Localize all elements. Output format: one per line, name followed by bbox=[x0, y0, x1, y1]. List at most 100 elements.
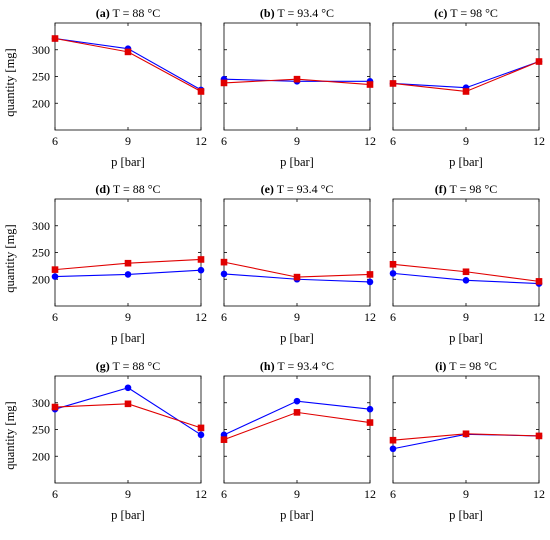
panel-title-text: T = 93.4 °C bbox=[274, 182, 333, 196]
data-point-square bbox=[220, 79, 228, 87]
x-axis-label: p [bar] bbox=[280, 331, 314, 345]
plot-frame bbox=[54, 198, 202, 307]
panel-title-text: T = 98 °C bbox=[447, 182, 497, 196]
data-point-square bbox=[366, 81, 374, 88]
chart-panel-5: (e) T = 93.4 °C 6 9 12 p [bar] bbox=[220, 182, 376, 345]
data-point-circle bbox=[51, 273, 59, 280]
panel-letter: (d) bbox=[95, 182, 110, 196]
panel-letter: (b) bbox=[260, 6, 275, 20]
chart-panel-7: (g) T = 88 °C 6 9 12 200 250 300 p [bar] quantit… bbox=[3, 359, 207, 522]
data-point-circle bbox=[220, 270, 228, 278]
panel-title: (b) T = 93.4 °C bbox=[260, 6, 334, 20]
x-tick-label: 9 bbox=[125, 310, 131, 324]
panel-title-text: T = 93.4 °C bbox=[275, 359, 334, 373]
panel-title-text: T = 98 °C bbox=[446, 359, 496, 373]
data-point-circle bbox=[124, 271, 132, 278]
data-point-square bbox=[462, 268, 470, 276]
y-tick-label: 200 bbox=[32, 272, 50, 286]
data-point-circle bbox=[293, 397, 301, 405]
data-point-circle bbox=[197, 431, 205, 439]
x-tick-label: 9 bbox=[294, 487, 300, 501]
data-point-square bbox=[366, 271, 374, 278]
data-point-square bbox=[197, 88, 205, 95]
panel-title: (d) T = 88 °C bbox=[95, 182, 160, 196]
x-tick-label: 12 bbox=[364, 310, 376, 324]
plot-frame bbox=[223, 375, 371, 484]
x-tick-label: 6 bbox=[221, 487, 227, 501]
x-tick-label: 6 bbox=[52, 487, 58, 501]
panel-title: (f) T = 98 °C bbox=[435, 182, 497, 196]
plot-frame bbox=[392, 198, 540, 307]
y-axis-label: quantity [mg] bbox=[3, 401, 17, 469]
y-axis-label: quantity [mg] bbox=[3, 48, 17, 116]
data-point-circle bbox=[389, 270, 397, 277]
y-tick-label: 300 bbox=[32, 219, 50, 233]
panel-title: (e) T = 93.4 °C bbox=[261, 182, 334, 196]
data-point-square bbox=[197, 424, 205, 432]
series-line-blue bbox=[54, 387, 202, 436]
data-point-circle bbox=[197, 266, 205, 274]
chart-panel-9: (i) T = 98 °C 6 9 12 p [bar] bbox=[389, 359, 545, 522]
x-tick-label: 6 bbox=[221, 134, 227, 148]
x-tick-label: 12 bbox=[195, 310, 207, 324]
x-axis-label: p [bar] bbox=[111, 508, 145, 522]
plot-frame bbox=[54, 22, 202, 131]
series-line-blue bbox=[223, 400, 371, 436]
data-point-square bbox=[389, 260, 397, 268]
chart-panel-3: (c) T = 98 °C 6 9 12 p [bar] bbox=[389, 6, 545, 169]
data-point-square bbox=[51, 403, 59, 411]
panel-letter: (g) bbox=[96, 359, 110, 373]
x-tick-label: 9 bbox=[463, 134, 469, 148]
x-tick-label: 12 bbox=[195, 487, 207, 501]
x-tick-label: 6 bbox=[221, 310, 227, 324]
x-tick-label: 6 bbox=[52, 134, 58, 148]
x-axis-label: p [bar] bbox=[449, 331, 483, 345]
x-axis-label: p [bar] bbox=[449, 508, 483, 522]
plot-frame bbox=[392, 22, 540, 131]
panel-title: (i) T = 98 °C bbox=[435, 359, 497, 373]
y-tick-label: 250 bbox=[32, 70, 50, 84]
panel-title: (g) T = 88 °C bbox=[96, 359, 160, 373]
series-line-red bbox=[54, 403, 202, 429]
x-tick-label: 9 bbox=[463, 487, 469, 501]
plot-frame bbox=[392, 375, 540, 484]
x-tick-label: 12 bbox=[533, 134, 545, 148]
panel-letter: (a) bbox=[96, 6, 110, 20]
y-axis-label: quantity [mg] bbox=[3, 224, 17, 292]
x-tick-label: 9 bbox=[125, 134, 131, 148]
x-tick-label: 6 bbox=[52, 310, 58, 324]
data-point-square bbox=[535, 58, 543, 65]
plot-frame bbox=[54, 375, 202, 484]
x-axis-label: p [bar] bbox=[280, 508, 314, 522]
data-point-square bbox=[389, 436, 397, 444]
panel-letter: (i) bbox=[435, 359, 446, 373]
data-point-square bbox=[220, 258, 228, 266]
y-tick-label: 250 bbox=[32, 246, 50, 260]
x-tick-label: 6 bbox=[390, 487, 396, 501]
panel-title-text: T = 88 °C bbox=[110, 182, 160, 196]
x-axis-label: p [bar] bbox=[111, 331, 145, 345]
panel-title-text: T = 88 °C bbox=[110, 6, 160, 20]
data-point-circle bbox=[124, 384, 132, 392]
x-tick-label: 12 bbox=[364, 134, 376, 148]
data-point-square bbox=[366, 419, 374, 426]
panel-title-text: T = 98 °C bbox=[447, 6, 497, 20]
panel-title-text: T = 88 °C bbox=[110, 359, 160, 373]
x-tick-label: 12 bbox=[533, 487, 545, 501]
data-point-square bbox=[293, 273, 301, 281]
panel-title: (a) T = 88 °C bbox=[96, 6, 160, 20]
x-tick-label: 12 bbox=[364, 487, 376, 501]
y-tick-label: 250 bbox=[32, 423, 50, 437]
data-point-square bbox=[51, 35, 59, 42]
y-tick-label: 200 bbox=[32, 449, 50, 463]
data-point-square bbox=[389, 80, 397, 87]
data-point-square bbox=[293, 75, 301, 83]
data-point-square bbox=[124, 400, 132, 408]
data-point-square bbox=[462, 430, 470, 438]
panel-letter: (f) bbox=[435, 182, 447, 196]
chart-panel-4: (d) T = 88 °C 6 9 12 200 250 300 p [bar] quantit… bbox=[3, 182, 207, 345]
x-tick-label: 12 bbox=[195, 134, 207, 148]
data-point-square bbox=[535, 278, 543, 285]
x-axis-label: p [bar] bbox=[449, 155, 483, 169]
